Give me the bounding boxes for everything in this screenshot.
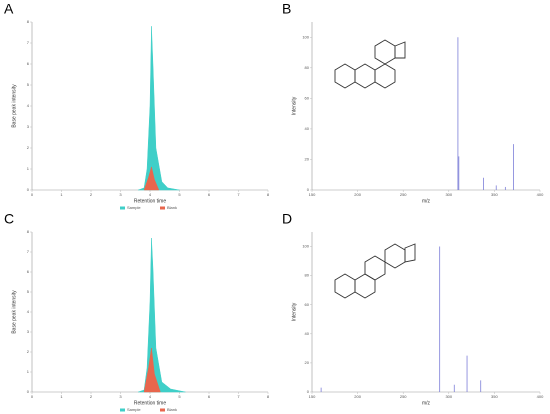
y-tick-label: 5: [27, 289, 30, 294]
y-axis-title: Intensity: [291, 302, 297, 321]
x-tick-label: 1: [60, 394, 63, 399]
x-axis-title: Retention time: [134, 400, 166, 406]
x-tick-label: 7: [237, 394, 240, 399]
x-tick-label: 350: [491, 192, 498, 197]
y-axis-title: Intensity: [291, 96, 297, 115]
x-tick-label: 350: [491, 394, 498, 399]
legend-swatch: [160, 408, 165, 412]
x-axis-title: m/z: [422, 198, 431, 204]
legend-swatch: [160, 206, 165, 210]
y-axis-title: Base peak intensity: [11, 84, 17, 128]
x-tick-label: 300: [445, 394, 452, 399]
y-tick-label: 1: [27, 369, 30, 374]
x-tick-label: 6: [208, 192, 211, 197]
x-tick-label: 0: [31, 394, 34, 399]
y-tick-label: 40: [305, 126, 310, 131]
x-tick-label: 5: [178, 192, 181, 197]
x-tick-label: 400: [537, 192, 544, 197]
area: [138, 237, 186, 393]
y-tick-label: 2: [27, 145, 30, 150]
y-tick-label: 5: [27, 82, 30, 87]
x-tick-label: 8: [267, 192, 270, 197]
x-tick-label: 2: [90, 192, 93, 197]
x-tick-label: 7: [237, 192, 240, 197]
x-tick-label: 250: [400, 394, 407, 399]
y-tick-label: 0: [27, 187, 30, 192]
x-tick-label: 5: [178, 394, 181, 399]
y-tick-label: 6: [27, 61, 30, 66]
x-axis-title: m/z: [422, 400, 431, 406]
legend-label: Blank: [167, 205, 177, 210]
structure-b: [334, 39, 406, 89]
y-tick-label: 4: [27, 309, 30, 314]
panel-label: B: [282, 1, 291, 17]
y-tick-label: 2: [27, 349, 30, 354]
x-tick-label: 3: [119, 394, 122, 399]
y-tick-label: 7: [27, 40, 30, 45]
y-tick-label: 60: [305, 302, 310, 307]
x-tick-label: 6: [208, 394, 211, 399]
panel-label: D: [282, 211, 292, 227]
panel-label: C: [4, 211, 14, 227]
y-tick-label: 60: [305, 95, 310, 100]
legend-label: Blank: [167, 407, 177, 412]
y-tick-label: 0: [307, 187, 310, 192]
x-tick-label: 250: [400, 192, 407, 197]
x-tick-label: 1: [60, 192, 63, 197]
area: [143, 166, 160, 191]
x-tick-label: 200: [354, 394, 361, 399]
x-tick-label: 300: [445, 192, 452, 197]
y-tick-label: 80: [305, 273, 310, 278]
x-tick-label: 4: [149, 394, 152, 399]
y-tick-label: 1: [27, 166, 30, 171]
x-tick-label: 2: [90, 394, 93, 399]
x-tick-label: 0: [31, 192, 34, 197]
x-tick-label: 4: [149, 192, 152, 197]
legend-swatch: [120, 408, 125, 412]
y-tick-label: 100: [302, 34, 309, 39]
x-tick-label: 3: [119, 192, 122, 197]
area: [143, 347, 161, 393]
y-tick-label: 6: [27, 269, 30, 274]
legend-label: Sample: [127, 407, 141, 412]
structure-d: [334, 243, 416, 299]
x-tick-label: 8: [267, 394, 270, 399]
x-tick-label: 400: [537, 394, 544, 399]
y-tick-label: 7: [27, 249, 30, 254]
y-axis-title: Base peak intensity: [11, 290, 17, 334]
y-tick-label: 3: [27, 124, 30, 129]
x-tick-label: 150: [309, 192, 316, 197]
area: [138, 26, 180, 191]
y-tick-label: 0: [27, 389, 30, 394]
y-tick-label: 8: [27, 229, 30, 234]
y-tick-label: 20: [305, 360, 310, 365]
y-tick-label: 40: [305, 331, 310, 336]
y-tick-label: 20: [305, 157, 310, 162]
legend-label: Sample: [127, 205, 141, 210]
y-tick-label: 80: [305, 65, 310, 70]
y-tick-label: 100: [302, 244, 309, 249]
panel-label: A: [4, 1, 14, 17]
legend-swatch: [120, 206, 125, 210]
y-tick-label: 3: [27, 329, 30, 334]
x-tick-label: 200: [354, 192, 361, 197]
y-tick-label: 4: [27, 103, 30, 108]
y-tick-label: 8: [27, 19, 30, 24]
x-axis-title: Retention time: [134, 198, 166, 204]
y-tick-label: 0: [307, 389, 310, 394]
x-tick-label: 150: [309, 394, 316, 399]
